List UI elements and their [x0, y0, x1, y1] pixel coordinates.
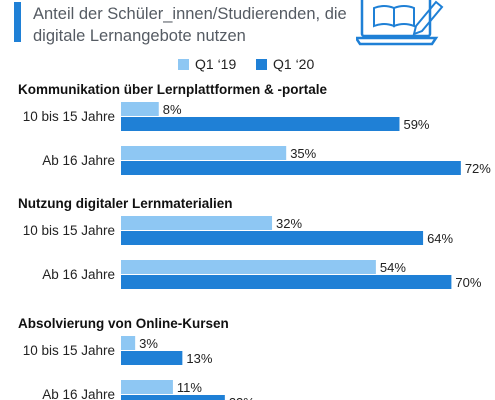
group-title: Kommunikation über Lernplattformen & -po…	[18, 82, 328, 97]
legend-item-q1-19: Q1 ‘19	[178, 56, 236, 72]
data-label: 59%	[403, 117, 429, 132]
data-label: 8%	[163, 102, 182, 117]
legend-swatch-q1-19	[178, 59, 189, 70]
row-label: Ab 16 Jahre	[42, 153, 115, 168]
data-label: 22%	[229, 395, 255, 400]
bar-q1-20	[121, 395, 225, 400]
bar-q1-20	[121, 351, 183, 365]
row-label: 10 bis 15 Jahre	[23, 223, 115, 238]
bar-q1-20	[121, 275, 452, 289]
row-label: 10 bis 15 Jahre	[23, 343, 115, 358]
legend-item-q1-20: Q1 ‘20	[256, 56, 314, 72]
bar-q1-19	[121, 102, 159, 116]
data-label: 70%	[455, 275, 481, 290]
bar-q1-19	[121, 380, 173, 394]
legend-label-q1-19: Q1 ‘19	[195, 56, 237, 72]
data-label: 3%	[139, 336, 158, 351]
bar-q1-20	[121, 117, 400, 131]
bar-q1-20	[121, 231, 424, 245]
data-label: 64%	[427, 231, 453, 246]
bar-q1-20	[121, 161, 461, 175]
laptop-book-pencil-icon	[356, 0, 444, 46]
group-title: Absolvierung von Online-Kursen	[18, 316, 229, 331]
row-label: Ab 16 Jahre	[42, 387, 115, 400]
row-label: Ab 16 Jahre	[42, 267, 115, 282]
group-title: Nutzung digitaler Lernmaterialien	[18, 196, 233, 211]
data-label: 35%	[290, 146, 316, 161]
bar-q1-19	[121, 336, 136, 350]
chart-subtitle: Anteil der Schüler_innen/Studierenden, d…	[33, 5, 347, 45]
data-label: 72%	[465, 161, 491, 176]
data-label: 13%	[186, 351, 212, 366]
data-label: 54%	[380, 260, 406, 275]
bar-q1-19	[121, 260, 376, 274]
bar-q1-19	[121, 216, 273, 230]
bar-q1-19	[121, 146, 287, 160]
legend-label-q1-20: Q1 ‘20	[273, 56, 315, 72]
legend-swatch-q1-20	[256, 59, 267, 70]
subtitle-accent-bar	[14, 2, 21, 42]
data-label: 32%	[276, 216, 302, 231]
row-label: 10 bis 15 Jahre	[23, 109, 115, 124]
data-label: 11%	[177, 380, 202, 395]
